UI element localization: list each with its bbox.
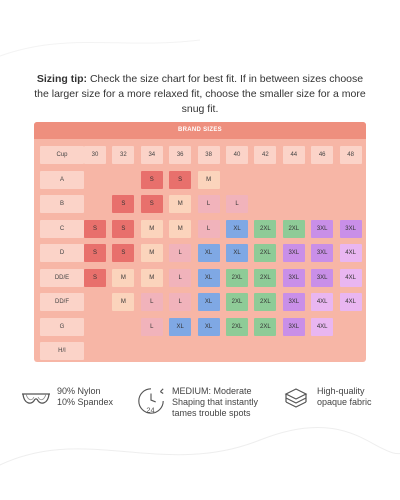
band-header-48: 48 (339, 146, 362, 164)
size-cell: L (169, 244, 192, 262)
size-cell: XL (197, 293, 220, 311)
size-cell: 4XL (311, 317, 334, 336)
size-cell: S (112, 219, 135, 238)
size-cell: S (84, 268, 106, 287)
size-cell: 3XL (282, 293, 305, 311)
svg-text:24: 24 (146, 405, 154, 414)
size-cell: S (169, 170, 192, 189)
size-cell: M (140, 219, 163, 238)
cup-label: D (40, 244, 84, 262)
bra-icon (22, 393, 50, 404)
size-cell: 2XL (226, 293, 248, 311)
size-cell: M (140, 244, 163, 262)
size-cell: XL (197, 317, 220, 336)
size-chart: BRAND SIZES Cup 30 32 34 36 38 40 42 44 46 48 A S S M B… (34, 122, 366, 362)
feature-material-line-1: 90% Nylon (57, 386, 101, 396)
cup-header: Cup (40, 146, 84, 164)
size-cell: L (169, 293, 192, 311)
band-header-42: 42 (254, 146, 277, 164)
size-cell: L (197, 195, 220, 213)
size-cell: L (169, 268, 192, 287)
size-cell: 2XL (226, 268, 248, 287)
fabric-layers-icon (284, 388, 308, 408)
size-cell: XL (169, 317, 192, 336)
size-cell: S (84, 244, 106, 262)
band-header-32: 32 (112, 146, 135, 164)
size-cell: 3XL (282, 317, 305, 336)
size-cell: L (140, 293, 163, 311)
size-cell: 2XL (254, 244, 277, 262)
size-cell: S (140, 170, 163, 189)
size-chart-title: BRAND SIZES (34, 122, 366, 139)
band-header-40: 40 (226, 146, 248, 164)
size-cell: L (197, 219, 220, 238)
size-cell: L (140, 317, 163, 336)
size-cell: XL (197, 268, 220, 287)
size-cell: XL (226, 219, 248, 238)
size-cell: 3XL (311, 268, 334, 287)
size-cell: XL (226, 244, 248, 262)
size-cell: 3XL (282, 244, 305, 262)
cup-label: B (40, 195, 84, 213)
sizing-tip-text: Check the size chart for best fit. If in… (34, 73, 366, 115)
feature-fabric-line-2: opaque fabric (317, 397, 372, 407)
size-cell: 2XL (226, 317, 248, 336)
size-cell: 2XL (254, 219, 277, 238)
cup-label: C (40, 219, 84, 238)
size-cell: S (112, 244, 135, 262)
size-cell: 3XL (282, 268, 305, 287)
cup-label: DD/E (40, 268, 84, 287)
size-cell: 2XL (254, 268, 277, 287)
feature-shaping-line-2: Shaping that instantly (172, 397, 259, 407)
size-cell: M (112, 293, 135, 311)
cup-label: A (40, 170, 84, 189)
feature-shaping-line-1: MEDIUM: Moderate (172, 386, 252, 396)
cup-label: H/I (40, 342, 84, 360)
sizing-tip: Sizing tip: Check the size chart for bes… (30, 72, 370, 117)
size-cell: 4XL (339, 293, 362, 311)
band-header-38: 38 (197, 146, 220, 164)
size-cell: 4XL (339, 268, 362, 287)
size-cell: 2XL (254, 293, 277, 311)
size-cell: M (169, 219, 192, 238)
size-cell: 2XL (254, 317, 277, 336)
feature-material: 90% Nylon 10% Spandex (20, 386, 113, 412)
size-cell: 3XL (311, 219, 334, 238)
sizing-tip-label: Sizing tip: (36, 73, 88, 85)
size-cell: S (112, 195, 135, 213)
size-cell: 4XL (311, 293, 334, 311)
cup-label: G (40, 317, 84, 336)
size-cell: M (140, 268, 163, 287)
band-header-34: 34 (140, 146, 163, 164)
band-header-30: 30 (84, 146, 106, 164)
band-header-36: 36 (169, 146, 192, 164)
size-cell: S (84, 219, 106, 238)
feature-material-line-2: 10% Spandex (57, 397, 114, 407)
size-cell: 2XL (282, 219, 305, 238)
band-header-44: 44 (282, 146, 305, 164)
size-cell: 3XL (339, 219, 362, 238)
size-cell: M (169, 195, 192, 213)
size-cell: L (226, 195, 248, 213)
feature-shaping-line-3: tames trouble spots (172, 408, 251, 418)
cup-label: DD/F (40, 293, 84, 311)
size-cell: M (197, 170, 220, 189)
size-cell: S (140, 195, 163, 213)
feature-shaping: 24 MEDIUM: Moderate Shaping that instant… (135, 386, 258, 419)
size-cell: M (112, 268, 135, 287)
size-cell: 3XL (311, 244, 334, 262)
size-cell: XL (197, 244, 220, 262)
clock-24-icon: 24 (138, 388, 164, 414)
size-cell: 4XL (339, 244, 362, 262)
band-header-46: 46 (311, 146, 334, 164)
feature-fabric: High-quality opaque fabric (280, 386, 372, 412)
feature-fabric-line-1: High-quality (317, 386, 365, 396)
